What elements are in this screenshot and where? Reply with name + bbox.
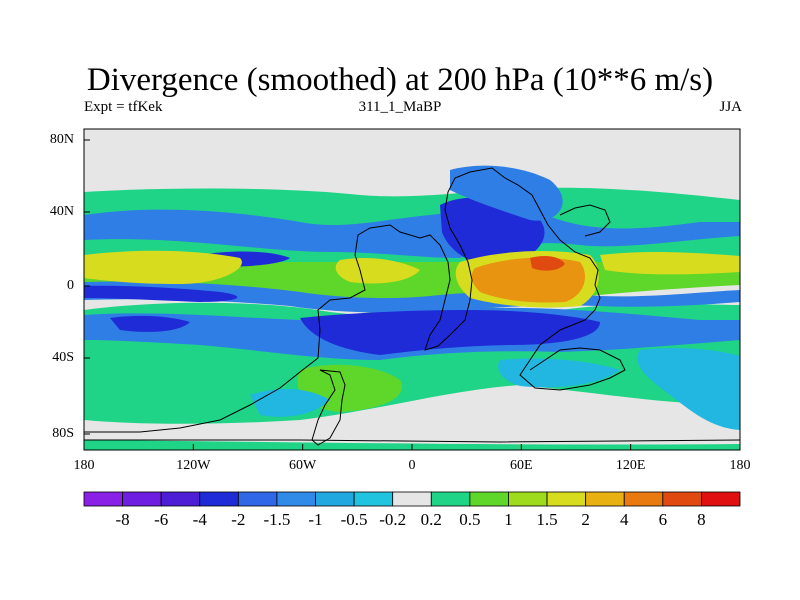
experiment-label: Expt = tfKek: [84, 99, 163, 115]
colorbar-swatch: [701, 491, 741, 507]
south-pacific-lightblue: [637, 347, 740, 430]
colorbar-label: 1: [504, 510, 513, 529]
colorbar-swatch: [546, 491, 587, 507]
colorbar-swatch: [623, 491, 664, 507]
equatorial-darkblue-core: [84, 285, 238, 302]
colorbar-swatch: [353, 491, 394, 507]
colorbar-label: -0.5: [340, 510, 368, 529]
colorbar-label: -1: [308, 510, 323, 529]
east-tropical-yellow: [600, 252, 740, 275]
lat-label-0: 0: [67, 278, 74, 293]
lat-label-80s: 80S: [52, 426, 74, 441]
colorbar-label: 6: [658, 510, 668, 529]
colorbar-swatch: [122, 491, 162, 507]
lon-label-60e: 60E: [510, 458, 533, 473]
central-asia-blue-lobe: [450, 165, 563, 221]
map-panel: [84, 129, 740, 450]
coastline-antarctic: [84, 439, 740, 443]
colorbar-swatch: [469, 491, 509, 507]
colorbar-label: -4: [192, 510, 207, 529]
lat-label-40s: 40S: [52, 350, 74, 365]
colorbar-swatch: [315, 491, 355, 507]
lat-label-80n: 80N: [49, 132, 74, 147]
lon-label-120e: 120E: [615, 458, 646, 473]
lon-label-0: 0: [408, 458, 416, 473]
axis-ticks: [83, 139, 741, 450]
lon-label-180: 180: [73, 458, 95, 473]
southwest-darkblue: [110, 315, 190, 332]
south-darkblue-core: [300, 310, 600, 355]
colorbar-swatch: [392, 491, 432, 507]
plot-title: Divergence (smoothed) at 200 hPa (10**6 …: [86, 62, 714, 98]
colorbar-label: 8: [697, 510, 706, 529]
lon-label-120w: 120W: [176, 458, 211, 473]
colorbar-label: -0.2: [379, 510, 407, 529]
colorbar-label: 2: [581, 510, 590, 529]
asia-monsoon-red-core: [530, 256, 565, 271]
lon-label-180: 180: [729, 458, 751, 473]
lat-label-40n: 40N: [49, 204, 74, 219]
colorbar-label: 4: [619, 510, 629, 529]
colorbar-swatch: [508, 491, 548, 507]
coastline-outline: [84, 167, 626, 433]
colorbar-label: 0.5: [459, 510, 481, 529]
colorbar-swatch: [430, 491, 471, 507]
colorbar-swatch: [237, 491, 278, 507]
lon-label-60w: 60W: [289, 458, 317, 473]
colorbar-swatch: [662, 491, 702, 507]
southern-lightblue-arc: [498, 358, 620, 388]
colorbar-swatch: [83, 491, 123, 507]
colorbar-swatch: [276, 491, 316, 507]
colorbar-label: 0.2: [420, 510, 442, 529]
colorbar-label: -1.5: [263, 510, 291, 529]
central-yellow-patch: [335, 258, 420, 284]
north-tropical-yellow-band: [84, 250, 242, 284]
coastline-east-asia: [559, 204, 611, 237]
colorbar-swatch: [199, 491, 239, 507]
southern-ocean-lightblue: [250, 388, 330, 417]
run-id-label: 311_1_MaBP: [358, 99, 442, 115]
colorbar-swatch: [160, 491, 201, 507]
colorbar-label: -2: [231, 510, 246, 529]
colorbar-swatch: [585, 491, 625, 507]
season-label: JJA: [719, 99, 742, 115]
north-blue-wave: [84, 209, 740, 258]
colorbar: [83, 491, 741, 507]
colorbar-label: -6: [154, 510, 169, 529]
coastline-south-america: [311, 369, 346, 446]
colorbar-label: 1.5: [536, 510, 558, 529]
colorbar-label: -8: [115, 510, 130, 529]
